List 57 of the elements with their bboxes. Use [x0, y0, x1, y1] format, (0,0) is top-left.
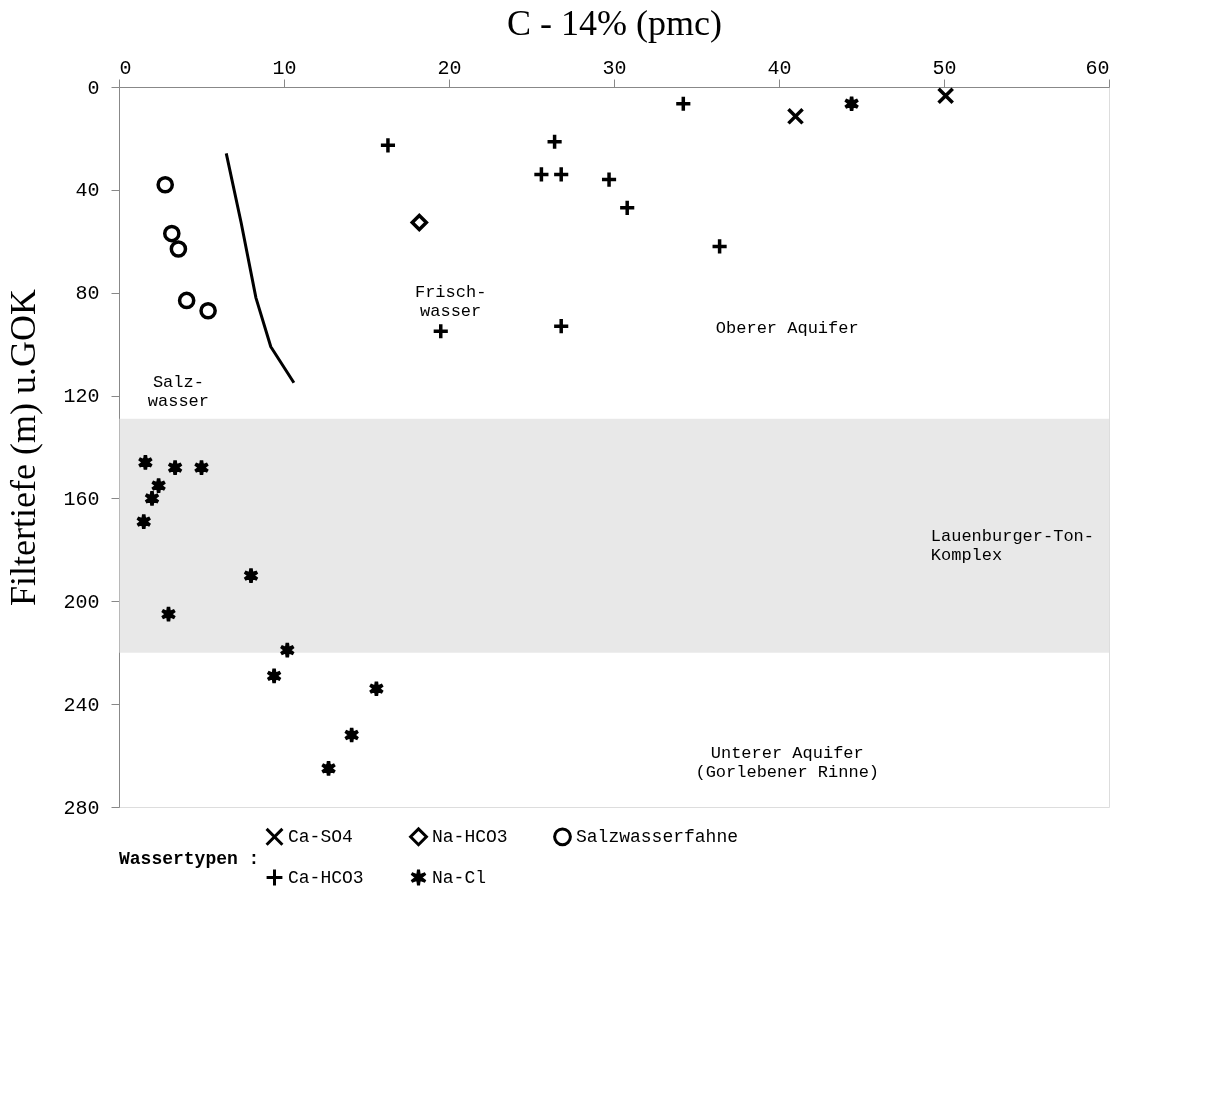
point [150, 476, 167, 495]
point [552, 165, 571, 184]
x-tick-label: 10 [272, 56, 297, 80]
point [169, 240, 188, 258]
x-tick-label: 60 [1085, 56, 1110, 80]
x-tick-label: 30 [602, 56, 627, 80]
legend-label: Ca-HCO3 [288, 867, 364, 888]
x-axis-title: C - 14% (pmc) [507, 2, 722, 43]
y-axis-title: Filtertiefe (m) u.GOK [3, 289, 44, 606]
line-series [224, 151, 296, 385]
legend-label: Ca-SO4 [288, 826, 353, 847]
legend-title: Wassertypen : [119, 849, 260, 869]
legend-label: Na-HCO3 [432, 826, 508, 847]
y-tick-label: 80 [75, 282, 100, 306]
y-tick-label: 120 [63, 385, 100, 409]
point [199, 301, 217, 320]
annotation: Salz- wasser [147, 373, 210, 412]
point [144, 489, 160, 508]
point [162, 224, 181, 243]
legend-label: Salzwasserfahne [576, 826, 739, 847]
band-label: Lauenburger-Ton- Komplex [930, 526, 1095, 565]
point [279, 641, 296, 659]
point [368, 679, 385, 698]
y-tick-label: 240 [63, 693, 100, 717]
legend-label: Na-Cl [432, 867, 487, 888]
annotation: Oberer Aquifer [715, 319, 859, 339]
y-tick-label: 0 [87, 76, 100, 100]
point [343, 726, 360, 744]
point [177, 291, 196, 310]
point [160, 605, 177, 623]
x-tick-label: 50 [932, 56, 957, 80]
point [674, 94, 693, 113]
x-tick-label: 40 [767, 56, 792, 80]
y-tick-label: 200 [63, 590, 100, 614]
point [135, 512, 152, 531]
y-tick-label: 280 [63, 796, 100, 820]
point [167, 458, 183, 477]
y-tick-label: 160 [63, 487, 100, 511]
point [320, 759, 337, 778]
point [710, 237, 729, 256]
point [545, 132, 564, 151]
point [600, 170, 618, 189]
y-tick-label: 40 [75, 179, 100, 203]
point [266, 667, 282, 685]
point [786, 107, 805, 126]
x-tick-label: 0 [119, 56, 132, 80]
point [137, 453, 154, 472]
point [193, 458, 210, 477]
point [410, 213, 429, 232]
point [243, 566, 259, 585]
point [532, 165, 551, 184]
annotation: Frisch- wasser [414, 283, 487, 322]
point [156, 175, 175, 194]
annotation: Unterer Aquifer (Gorlebener Rinne) [695, 744, 880, 782]
x-tick-label: 20 [437, 56, 462, 80]
point [936, 86, 955, 105]
point [843, 94, 860, 113]
